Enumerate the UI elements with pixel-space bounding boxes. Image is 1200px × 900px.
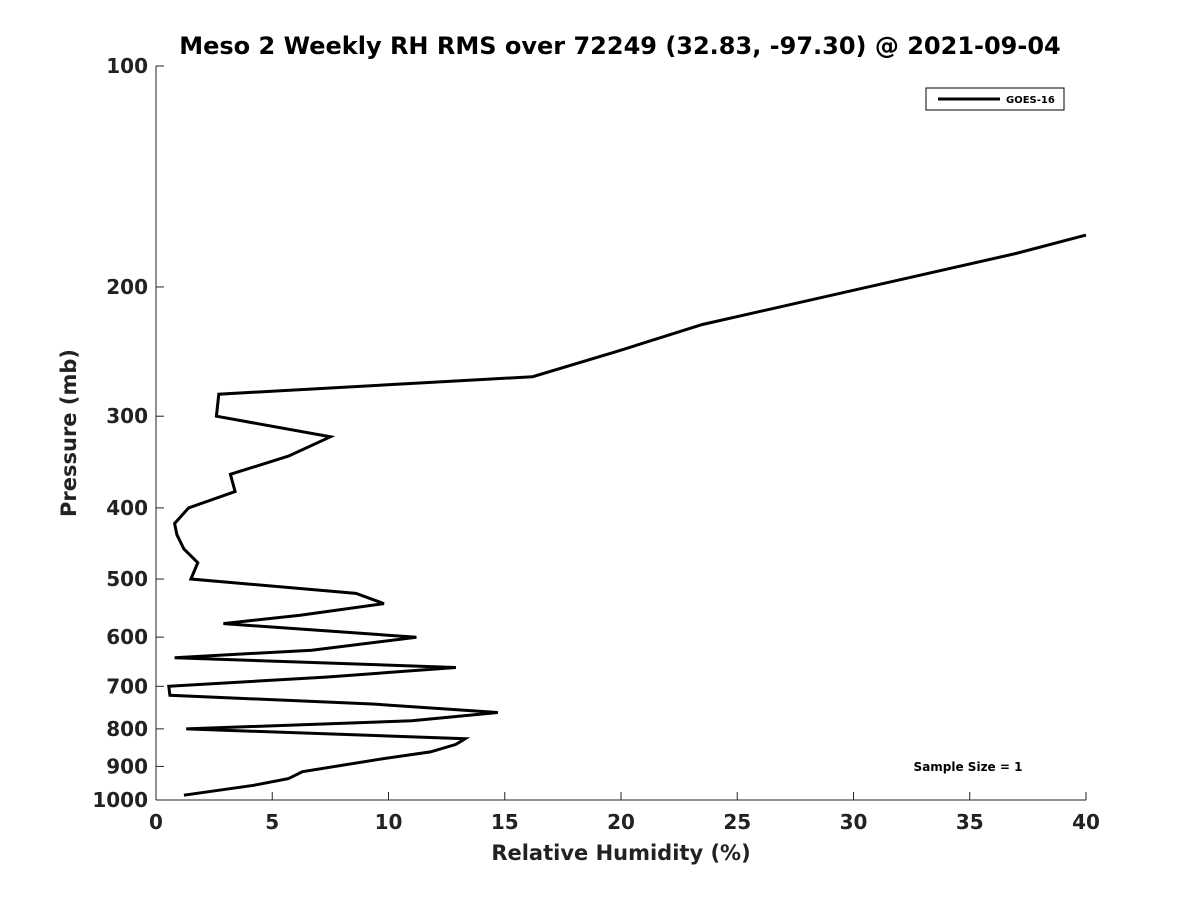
y-tick-label: 700 xyxy=(106,674,148,698)
legend-label-goes-16: GOES-16 xyxy=(1006,95,1055,106)
chart-title: Meso 2 Weekly RH RMS over 72249 (32.83, … xyxy=(179,32,1061,60)
x-tick-label: 15 xyxy=(491,810,519,834)
y-ticks: 100 200 300 400 500 600 700 800 900 1000 xyxy=(92,54,164,812)
x-tick-label: 0 xyxy=(149,810,163,834)
x-tick-label: 10 xyxy=(375,810,403,834)
y-tick-label: 900 xyxy=(106,754,148,778)
y-tick-label: 800 xyxy=(106,717,148,741)
y-tick-label: 1000 xyxy=(92,788,148,812)
y-tick-label: 200 xyxy=(106,275,148,299)
x-axis-label: Relative Humidity (%) xyxy=(491,841,750,865)
y-tick-label: 500 xyxy=(106,567,148,591)
sample-size-annotation: Sample Size = 1 xyxy=(914,760,1023,774)
x-tick-label: 20 xyxy=(607,810,635,834)
x-tick-label: 5 xyxy=(265,810,279,834)
x-tick-label: 25 xyxy=(723,810,751,834)
series-line-goes-16 xyxy=(167,233,1087,797)
x-tick-label: 40 xyxy=(1072,810,1100,834)
y-axis-label: Pressure (mb) xyxy=(57,349,81,517)
y-tick-label: 100 xyxy=(106,54,148,78)
series-layer xyxy=(167,233,1087,797)
x-ticks: 0 5 10 15 20 25 30 35 40 xyxy=(149,792,1100,834)
x-tick-label: 30 xyxy=(840,810,868,834)
y-tick-label: 300 xyxy=(106,404,148,428)
y-tick-label: 400 xyxy=(106,496,148,520)
x-tick-label: 35 xyxy=(956,810,984,834)
legend: GOES-16 xyxy=(925,87,1065,111)
y-tick-label: 600 xyxy=(106,625,148,649)
